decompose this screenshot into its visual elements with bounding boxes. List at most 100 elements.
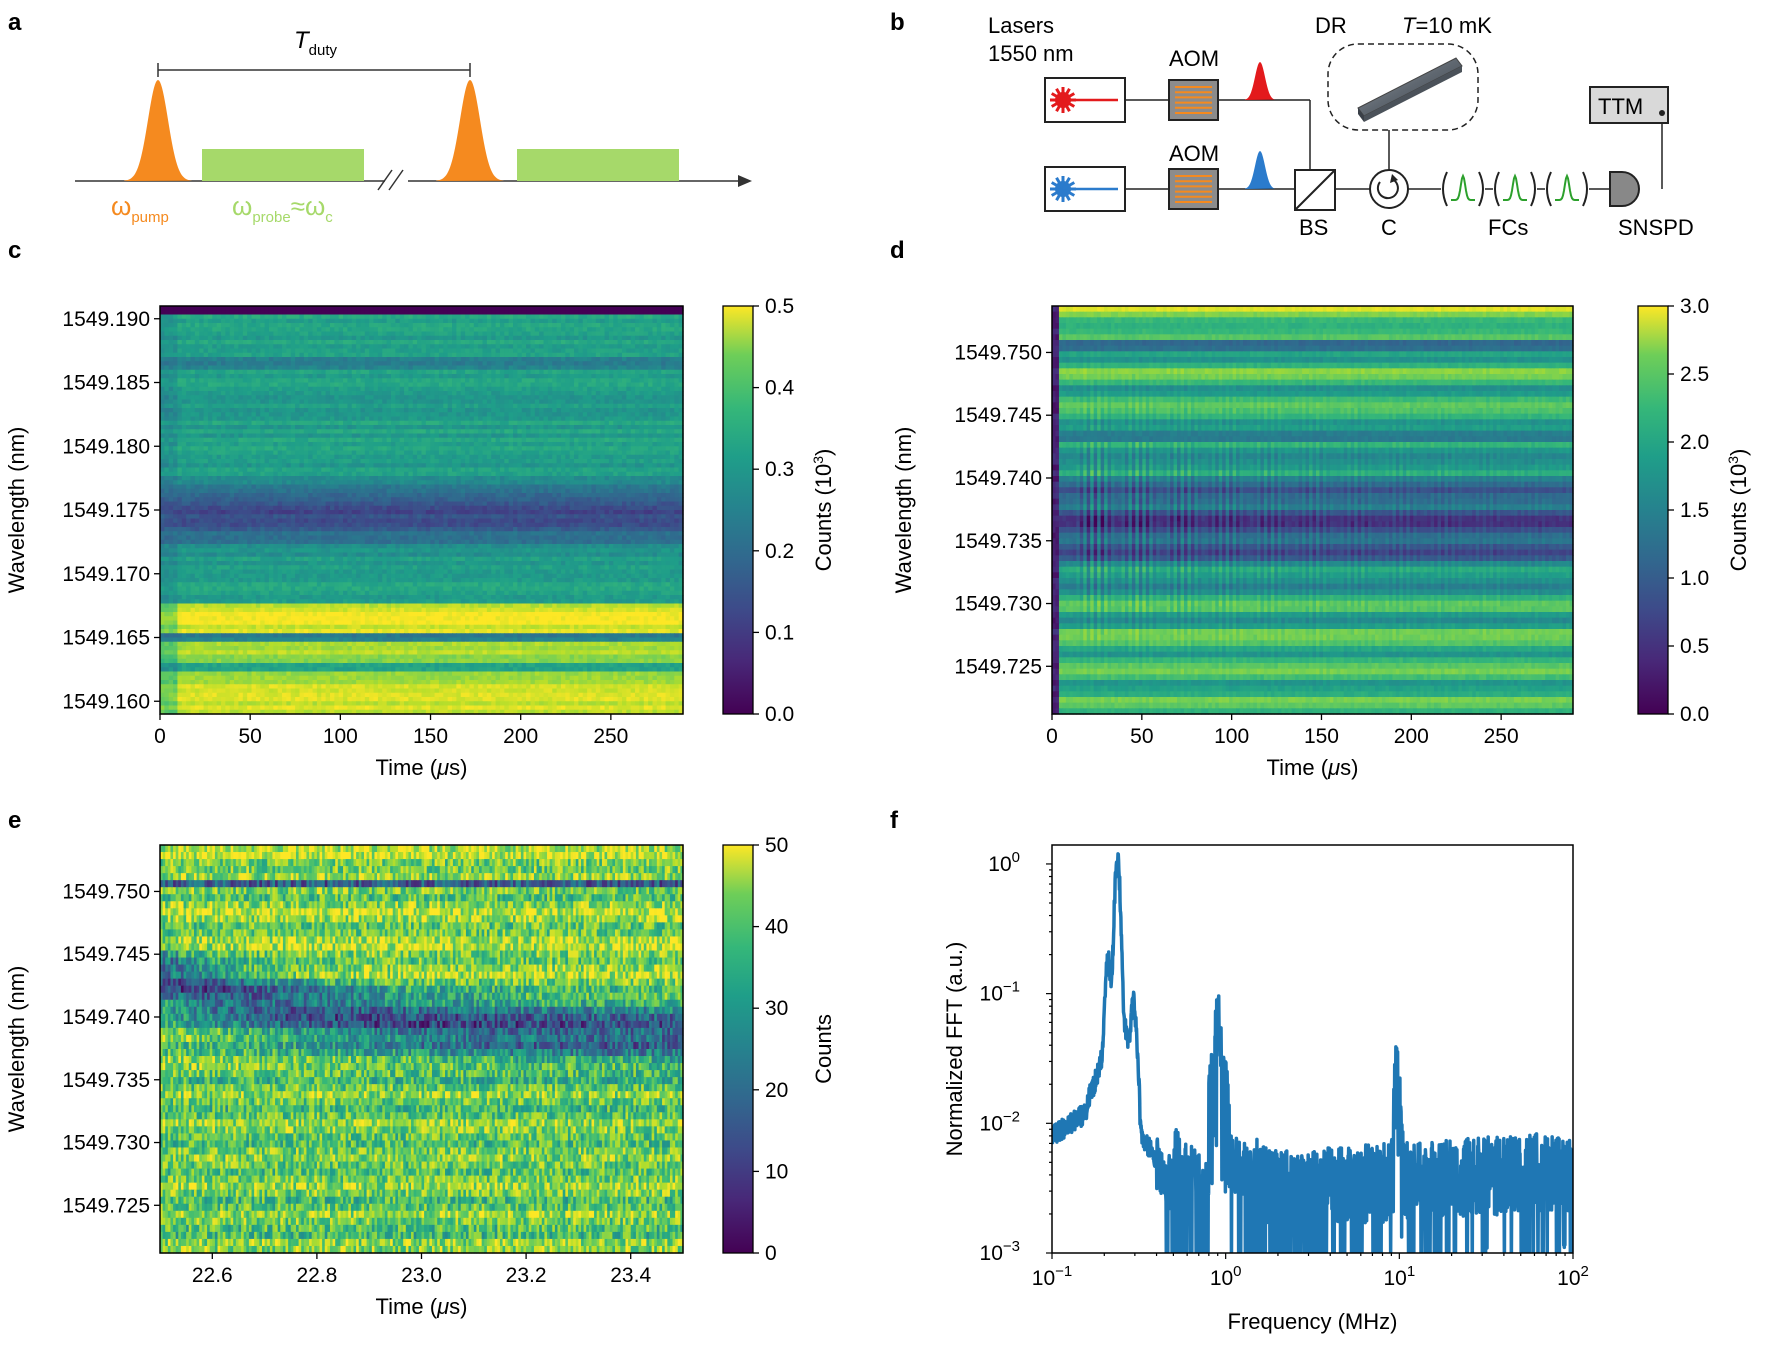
heatmap-cell [282,335,287,341]
heatmap-cell [534,429,540,435]
heatmap-cell [364,382,370,388]
heatmap-cell [578,374,584,379]
heatmap-cell [404,382,410,388]
heatmap-cell [364,357,370,362]
heatmap-cell [238,352,244,358]
heatmap-cell [539,408,545,413]
heatmap-cell [447,446,453,452]
heatmap-cell [643,476,649,481]
heatmap-cell [452,365,457,371]
heatmap-cell [377,459,383,464]
heatmap-cell [652,395,658,401]
heatmap-cell [556,386,562,392]
heatmap-cell [168,403,174,409]
heatmap-cell [456,416,462,422]
heatmap-cell [325,471,331,477]
heatmap-cell [617,352,623,358]
heatmap-cell [212,454,218,460]
heatmap-cell [242,412,248,418]
heatmap-cell [364,433,370,439]
heatmap-cell [199,306,205,311]
heatmap-cell [547,395,553,401]
heatmap-cell [277,386,283,392]
heatmap-cell [299,403,305,409]
heatmap-cell [173,454,179,460]
heatmap-cell [543,306,549,311]
heatmap-cell [465,361,471,367]
heatmap-cell [356,450,362,456]
heatmap-cell [652,437,658,443]
heatmap-cell [369,310,375,316]
heatmap-cell [478,467,484,473]
heatmap-cell [608,416,614,422]
heatmap-cell [539,306,545,311]
heatmap-cell [578,416,584,422]
heatmap-cell [656,352,662,358]
heatmap-cell [574,386,579,392]
heatmap-cell [238,399,244,405]
heatmap-cell [382,471,388,477]
heatmap-cell [356,395,362,401]
heatmap-cell [539,331,545,337]
heatmap-cell [499,454,505,460]
heatmap-cell [543,463,549,469]
heatmap-cell [303,467,309,473]
heatmap-cell [517,391,523,396]
heatmap-cell [351,467,357,473]
heatmap-cell [395,459,401,464]
heatmap-cell [273,323,279,328]
heatmap-cell [404,361,410,367]
heatmap-cell [390,467,396,473]
heatmap-cell [290,433,296,439]
heatmap-cell [438,425,444,430]
heatmap-cell [508,403,514,409]
heatmap-cell [377,416,383,422]
heatmap-cell [356,352,362,358]
heatmap-cell [412,331,418,337]
heatmap-cell [225,310,231,316]
heatmap-cell [390,442,396,447]
heatmap-cell [408,403,414,409]
heatmap-cell [521,399,527,405]
heatmap-cell [604,382,610,388]
heatmap-cell [656,420,662,426]
heatmap-cell [229,403,235,409]
heatmap-cell [669,476,675,481]
heatmap-cell [321,416,327,422]
heatmap-cell [329,459,335,464]
heatmap-cell [247,471,253,477]
heatmap-cell [478,335,484,341]
heatmap-cell [513,352,518,358]
heatmap-cell [395,433,401,439]
heatmap-cell [190,365,196,371]
heatmap-cell [547,446,553,452]
heatmap-cell [473,433,479,439]
heatmap-cell [456,446,462,452]
heatmap-cell [177,395,183,401]
heatmap-cell [316,463,322,469]
heatmap-cell [343,463,349,469]
heatmap-cell [417,374,423,379]
heatmap-cell [404,425,410,430]
heatmap-cell [168,442,174,447]
heatmap-cell [613,416,619,422]
heatmap-cell [351,348,357,354]
heatmap-cell [591,437,597,443]
heatmap-cell [452,433,457,439]
heatmap-cell [674,382,680,388]
heatmap-cell [221,467,226,473]
heatmap-cell [556,335,562,341]
heatmap-cell [630,429,636,435]
heatmap-cell [412,378,418,384]
heatmap-cell [168,420,174,426]
heatmap-cell [404,352,410,358]
heatmap-cell [273,433,279,439]
heatmap-cell [207,408,213,413]
heatmap-cell [295,459,301,464]
heatmap-cell [404,442,410,447]
heatmap-cell [373,395,379,401]
heatmap-cell [565,467,571,473]
heatmap-cell [648,450,654,456]
heatmap-cell [569,323,575,328]
